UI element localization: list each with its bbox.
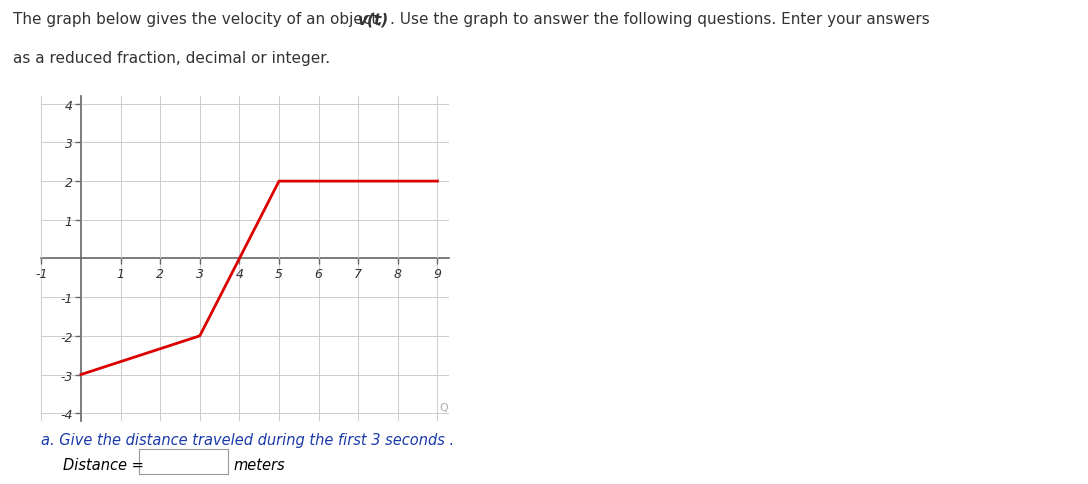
Text: Q: Q [440, 403, 448, 412]
Text: as a reduced fraction, decimal or integer.: as a reduced fraction, decimal or intege… [13, 51, 330, 66]
Text: Distance =: Distance = [63, 457, 144, 472]
Text: The graph below gives the velocity of an object,: The graph below gives the velocity of an… [13, 12, 387, 27]
Text: . Use the graph to answer the following questions. Enter your answers: . Use the graph to answer the following … [390, 12, 929, 27]
Text: meters: meters [234, 457, 285, 472]
Text: v(t): v(t) [357, 12, 388, 27]
Text: a. Give the distance traveled during the first 3 seconds .: a. Give the distance traveled during the… [41, 432, 455, 447]
